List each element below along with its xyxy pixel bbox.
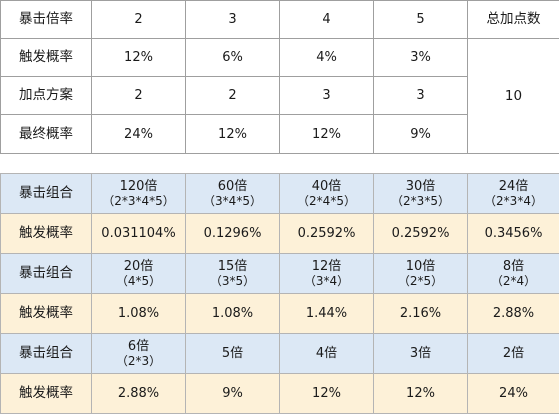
combo-factors: （2*4*5） xyxy=(297,193,356,208)
table-cell: 12倍 （3*4） xyxy=(279,253,374,294)
combo-factors: （2*3*5） xyxy=(391,193,450,208)
table-cell: 24% xyxy=(91,114,186,154)
table-cell: 1.08% xyxy=(91,293,186,334)
combo-factors: （3*5） xyxy=(209,273,256,288)
row-label: 触发概率 xyxy=(0,293,92,334)
table-cell: 4 xyxy=(279,0,374,39)
row-label: 暴击组合 xyxy=(0,253,92,294)
table-cell: 12% xyxy=(279,114,374,154)
table-cell: 9% xyxy=(373,114,468,154)
table-cell: 24倍 （2*3*4） xyxy=(467,173,559,214)
table-cell: 0.1296% xyxy=(185,213,280,254)
table-cell: 30倍 （2*3*5） xyxy=(373,173,468,214)
crit-combo-table: 暴击组合 120倍 （2*3*4*5） 60倍 （3*4*5） 40倍 （2*4*5）… xyxy=(0,173,559,414)
table-cell: 12% xyxy=(185,114,280,154)
table-row: 触发概率 1.08% 1.08% 1.44% 2.16% 2.88% xyxy=(0,293,559,334)
row-label: 暴击倍率 xyxy=(0,0,92,39)
table-row: 暴击组合 120倍 （2*3*4*5） 60倍 （3*4*5） 40倍 （2*4*5）… xyxy=(0,173,559,214)
table-cell: 3倍 xyxy=(373,333,468,374)
combo-mult: 24倍 xyxy=(498,178,529,194)
table-cell: 60倍 （3*4*5） xyxy=(185,173,280,214)
table-cell: 3 xyxy=(373,76,468,115)
combo-factors: （4*5） xyxy=(115,273,162,288)
table-cell: 12% xyxy=(373,373,468,414)
table-cell: 9% xyxy=(185,373,280,414)
table-row: 暴击组合 6倍 （2*3） 5倍 4倍 3倍 2倍 xyxy=(0,333,559,374)
table-cell: 2 xyxy=(91,0,186,39)
table-cell: 5倍 xyxy=(185,333,280,374)
combo-mult: 6倍 xyxy=(127,338,150,354)
table-cell: 3% xyxy=(373,38,468,77)
table-cell: 0.2592% xyxy=(279,213,374,254)
table-row: 暴击组合 20倍 （4*5） 15倍 （3*5） 12倍 （3*4） 10倍 （2*5）… xyxy=(0,253,559,294)
row-label: 暴击组合 xyxy=(0,173,92,214)
row-label: 触发概率 xyxy=(0,373,92,414)
combo-mult: 8倍 xyxy=(502,258,525,274)
table-cell: 12% xyxy=(91,38,186,77)
crit-points-table: 暴击倍率 2 3 4 5 总加点数 触发概率 12% 6% 4% 3% 10 加… xyxy=(0,0,559,154)
combo-mult: 120倍 xyxy=(119,178,158,194)
table-cell: 10倍 （2*5） xyxy=(373,253,468,294)
combo-mult: 30倍 xyxy=(405,178,436,194)
combo-factors: （2*3） xyxy=(115,353,162,368)
table-cell: 4% xyxy=(279,38,374,77)
combo-mult: 20倍 xyxy=(123,258,154,274)
combo-mult: 12倍 xyxy=(311,258,342,274)
table-cell: 1.44% xyxy=(279,293,374,334)
combo-factors: （3*4*5） xyxy=(203,193,262,208)
table-cell: 6% xyxy=(185,38,280,77)
combo-factors: （2*4） xyxy=(490,273,537,288)
row-label: 触发概率 xyxy=(0,213,92,254)
table-cell: 2.16% xyxy=(373,293,468,334)
table-cell: 3 xyxy=(185,0,280,39)
table-cell: 2倍 xyxy=(467,333,559,374)
combo-factors: （2*3*4） xyxy=(484,193,543,208)
table-cell: 0.2592% xyxy=(373,213,468,254)
combo-factors: （2*5） xyxy=(397,273,444,288)
table-cell: 5 xyxy=(373,0,468,39)
table-cell: 0.031104% xyxy=(91,213,186,254)
combo-mult: 10倍 xyxy=(405,258,436,274)
table-cell: 2 xyxy=(185,76,280,115)
table-row: 触发概率 12% 6% 4% 3% 10 xyxy=(0,38,559,154)
combo-factors: （2*3*4*5） xyxy=(102,193,175,208)
combo-mult: 15倍 xyxy=(217,258,248,274)
table-cell: 20倍 （4*5） xyxy=(91,253,186,294)
table-cell: 12% xyxy=(279,373,374,414)
table-cell: 3 xyxy=(279,76,374,115)
row-label: 暴击组合 xyxy=(0,333,92,374)
row-label: 最终概率 xyxy=(0,114,92,154)
table-cell: 1.08% xyxy=(185,293,280,334)
table-cell: 0.3456% xyxy=(467,213,559,254)
table-row: 触发概率 2.88% 9% 12% 12% 24% xyxy=(0,373,559,414)
combo-mult: 40倍 xyxy=(311,178,342,194)
row-label: 加点方案 xyxy=(0,76,92,115)
table-cell: 120倍 （2*3*4*5） xyxy=(91,173,186,214)
table-cell: 15倍 （3*5） xyxy=(185,253,280,294)
combo-factors: （3*4） xyxy=(303,273,350,288)
total-points-header: 总加点数 xyxy=(467,0,559,39)
table-row: 最终概率 24% 12% 12% 9% xyxy=(0,114,559,154)
row-label: 触发概率 xyxy=(0,38,92,77)
table-cell: 6倍 （2*3） xyxy=(91,333,186,374)
table-row: 加点方案 2 2 3 3 xyxy=(0,76,559,115)
table-row: 暴击倍率 2 3 4 5 总加点数 xyxy=(0,0,559,39)
table-cell: 40倍 （2*4*5） xyxy=(279,173,374,214)
table-cell: 24% xyxy=(467,373,559,414)
total-points-value: 10 xyxy=(467,38,559,154)
table-cell: 2.88% xyxy=(467,293,559,334)
combo-mult: 60倍 xyxy=(217,178,248,194)
table-cell: 8倍 （2*4） xyxy=(467,253,559,294)
table-cell: 4倍 xyxy=(279,333,374,374)
table-row: 触发概率 0.031104% 0.1296% 0.2592% 0.2592% 0… xyxy=(0,213,559,254)
table-cell: 2.88% xyxy=(91,373,186,414)
table-cell: 2 xyxy=(91,76,186,115)
